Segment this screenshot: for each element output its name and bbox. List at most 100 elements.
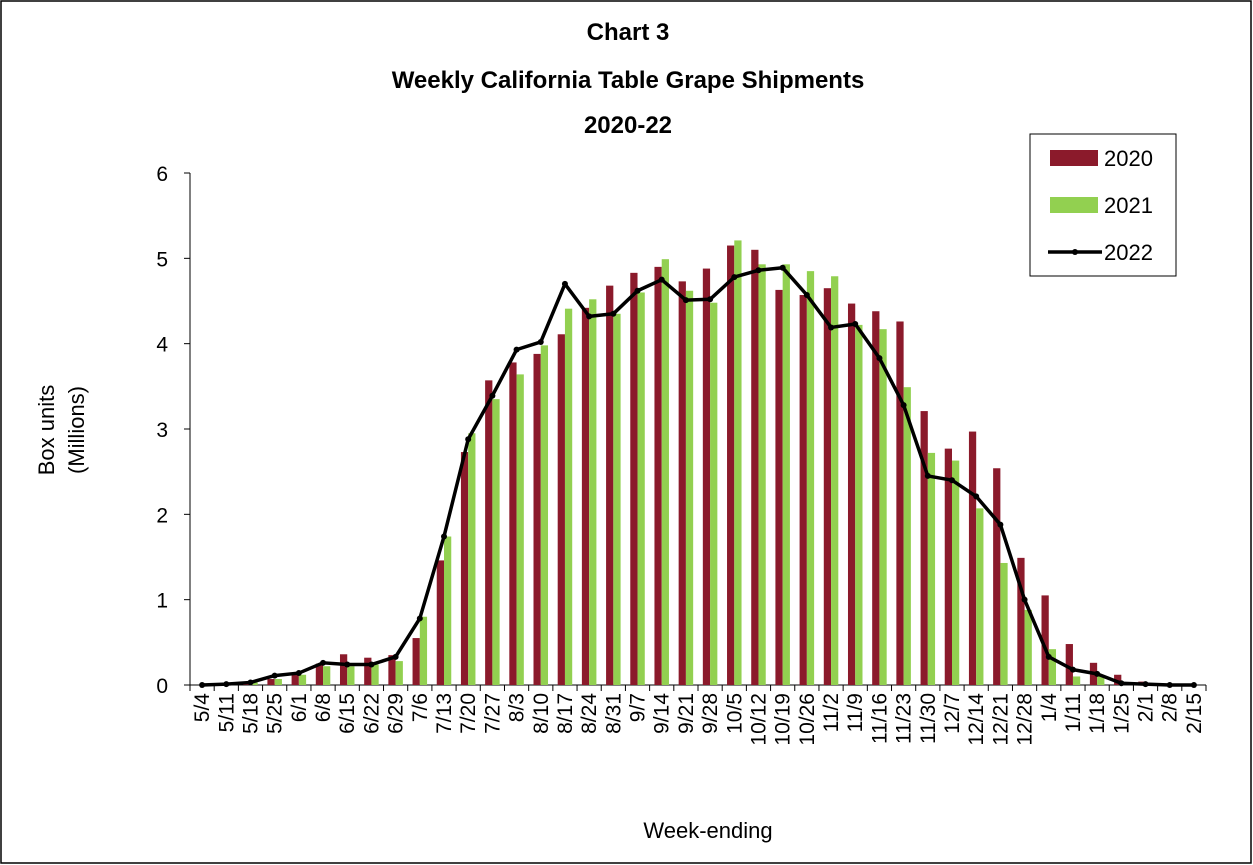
bar	[540, 345, 549, 685]
x-tick-label: 6/22	[360, 693, 383, 734]
marker	[682, 297, 689, 304]
marker	[223, 681, 230, 688]
y-tick-label: 6	[156, 163, 168, 186]
bar	[1114, 674, 1122, 685]
x-tick-label: 12/28	[1014, 693, 1037, 746]
bar	[1017, 557, 1025, 685]
bar	[903, 387, 911, 685]
legend-label: 2022	[1104, 240, 1153, 265]
bar	[799, 295, 807, 685]
x-tick-label: 5/25	[264, 693, 287, 734]
x-tick-label: 7/20	[457, 693, 480, 734]
bar	[468, 433, 476, 685]
bar	[436, 560, 444, 685]
marker	[368, 661, 375, 668]
chart-title: Chart 3	[587, 19, 670, 46]
x-tick-label: 11/30	[917, 693, 940, 744]
marker	[271, 672, 278, 679]
marker	[1069, 666, 1076, 673]
marker	[1045, 653, 1052, 660]
bar	[509, 362, 517, 685]
bar	[1072, 676, 1081, 685]
marker	[295, 670, 302, 677]
x-tick-label: 6/29	[385, 693, 408, 734]
bar	[395, 661, 403, 685]
bar	[388, 655, 396, 685]
x-tick-label: 10/26	[796, 693, 819, 746]
marker	[1142, 681, 1149, 688]
bar	[678, 281, 686, 685]
marker	[1118, 680, 1125, 687]
bar	[734, 240, 742, 685]
bar	[896, 321, 904, 685]
legend-swatch	[1072, 249, 1078, 255]
bar	[685, 290, 694, 685]
y-tick-label: 1	[156, 590, 168, 613]
x-tick-label: 1/18	[1086, 693, 1109, 734]
line	[202, 265, 1194, 687]
bar	[879, 329, 887, 685]
bar	[630, 272, 638, 685]
legend-label: 2020	[1104, 146, 1153, 171]
x-tick-label: 5/18	[239, 693, 262, 734]
marker	[247, 679, 254, 686]
x-tick-label: 2/1	[1135, 693, 1158, 722]
marker	[1166, 682, 1173, 688]
bar	[927, 452, 936, 685]
marker	[707, 296, 714, 303]
chart-title: Weekly California Table Grape Shipments	[392, 67, 865, 94]
marker	[561, 280, 568, 287]
marker	[803, 292, 810, 299]
bar	[1041, 595, 1049, 685]
bar	[637, 292, 645, 685]
bar	[274, 679, 282, 685]
x-tick-label: 9/7	[627, 693, 650, 722]
y-tick-label: 0	[156, 675, 168, 698]
bar	[1097, 676, 1105, 685]
bar	[751, 249, 759, 686]
x-tick-label: 8/3	[506, 693, 529, 722]
marker	[199, 682, 206, 688]
legend-label: 2021	[1104, 193, 1153, 218]
x-tick-label: 9/28	[699, 693, 722, 734]
x-tick-label: 11/2	[820, 693, 843, 732]
x-tick-label: 2/15	[1183, 693, 1206, 734]
marker	[610, 310, 617, 317]
x-tick-label: 10/19	[772, 693, 795, 746]
x-tick-label: 9/14	[651, 693, 674, 734]
marker	[997, 521, 1004, 528]
bar	[710, 302, 718, 685]
bar	[782, 264, 790, 685]
marker	[537, 338, 544, 345]
bar	[533, 353, 541, 685]
bar	[920, 411, 928, 685]
marker	[852, 321, 859, 328]
bar	[758, 264, 766, 685]
bar	[557, 334, 565, 685]
bar	[702, 268, 711, 685]
bar	[492, 399, 500, 685]
bar	[291, 673, 299, 685]
bar	[855, 324, 863, 685]
x-tick-label: 11/9	[844, 693, 867, 732]
x-tick-label: 10/12	[747, 693, 770, 746]
x-tick-label: 9/21	[675, 693, 698, 734]
legend-swatch	[1050, 150, 1098, 166]
marker	[1021, 596, 1028, 603]
marker	[828, 324, 835, 331]
bar	[847, 303, 856, 685]
x-tick-label: 6/8	[312, 693, 335, 722]
marker	[900, 402, 907, 409]
x-tick-label: 12/7	[941, 693, 964, 734]
x-tick-label: 8/24	[578, 693, 601, 734]
marker	[779, 264, 786, 271]
x-tick-label: 6/15	[336, 693, 359, 734]
x-tick-label: 12/21	[989, 693, 1012, 746]
marker	[755, 267, 762, 274]
y-axis-title: (Millions)	[64, 386, 89, 474]
marker	[731, 274, 738, 281]
x-tick-label: 5/11	[215, 693, 238, 732]
x-tick-label: 7/13	[433, 693, 456, 734]
